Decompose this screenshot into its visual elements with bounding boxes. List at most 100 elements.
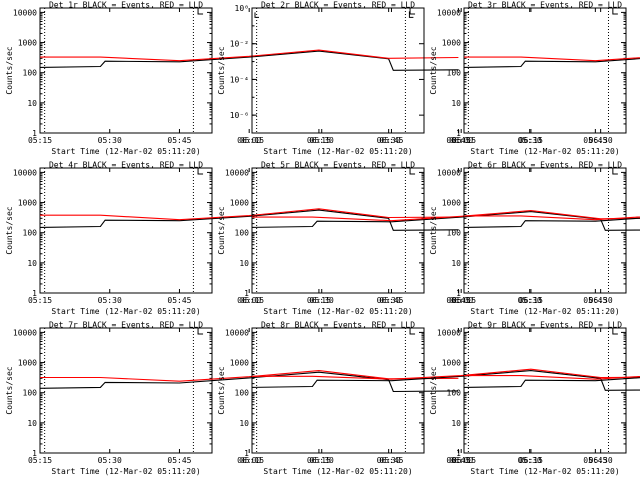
plot-frame	[39, 167, 213, 294]
x-axis-label: Start Time (12-Mar-02 05:11:20)	[51, 467, 200, 476]
panel-title: Det 5r BLACK = Events, RED = LLD	[261, 161, 415, 170]
x-tick-label: 05:45	[583, 456, 607, 465]
y-tick-label: 100	[447, 69, 462, 78]
y-tick-label: 10	[239, 419, 249, 428]
y-axis-label: Counts/sec	[217, 366, 226, 414]
x-tick-label: 06:00	[237, 296, 261, 305]
x-tick-label: 06:15	[519, 136, 543, 145]
y-tick-label: 10	[27, 259, 37, 268]
x-tick-label: 05:30	[98, 296, 122, 305]
x-tick-label: 05:30	[310, 456, 334, 465]
series-events-line	[251, 211, 640, 231]
x-tick-label: 06:30	[589, 296, 613, 305]
y-axis-label: Counts/sec	[217, 206, 226, 254]
y-axis-label: Counts/sec	[5, 46, 14, 94]
x-tick-label: 05:15	[28, 296, 52, 305]
series-events-line	[463, 217, 640, 228]
x-axis-label: Start Time (12-Mar-02 05:11:20)	[51, 307, 200, 316]
series-lld-line	[40, 49, 459, 62]
x-tick-label: 06:45	[446, 456, 470, 465]
plot-frame	[39, 7, 213, 134]
x-axis-label: Start Time (12-Mar-02 05:11:20)	[51, 147, 200, 156]
x-tick-label: 06:15	[307, 456, 331, 465]
y-axis-label: Counts/sec	[429, 366, 438, 414]
x-tick-label: 06:30	[377, 136, 401, 145]
y-tick-label: 1000	[18, 359, 37, 368]
y-tick-label: 10000	[437, 168, 461, 177]
y-tick-label: 10	[239, 259, 249, 268]
series-lld-line	[464, 56, 640, 62]
series-events-line	[39, 209, 459, 231]
y-tick-label: 10	[451, 419, 461, 428]
x-tick-label: 05:30	[518, 456, 542, 465]
x-tick-label: 06:45	[446, 136, 470, 145]
x-axis-label: Start Time (12-Mar-02 05:11:20)	[263, 467, 412, 476]
y-tick-label: 10000	[13, 8, 37, 17]
series-events-line	[463, 58, 640, 68]
panel-det-2r: Det 2r BLACK = Events, RED = LLD Start T…	[217, 1, 613, 157]
x-tick-label: 05:15	[452, 136, 476, 145]
y-tick-label: 1	[244, 289, 249, 298]
top-bracket-marker	[612, 168, 618, 175]
y-tick-label: 10000	[225, 168, 249, 177]
y-tick-label: 10	[27, 419, 37, 428]
x-tick-label: 05:30	[518, 296, 542, 305]
residual-fragment	[408, 11, 414, 18]
x-axis-label: Start Time (12-Mar-02 05:11:20)	[263, 147, 412, 156]
y-tick-label: 1	[456, 129, 461, 138]
x-tick-label: 05:45	[583, 136, 607, 145]
panel-title: Det 2r BLACK = Events, RED = LLD	[261, 1, 415, 10]
x-axis-label: Start Time (12-Mar-02 05:11:20)	[470, 467, 619, 476]
plot-frame	[251, 327, 425, 454]
series-lld-line	[464, 215, 640, 221]
series-lld-line	[252, 210, 640, 222]
x-tick-label: 06:15	[307, 296, 331, 305]
series-lld-line	[252, 368, 640, 380]
y-tick-label: 1	[32, 449, 37, 458]
x-tick-label: 06:00	[449, 456, 473, 465]
y-tick-label: 1000	[442, 359, 461, 368]
x-tick-label: 05:15	[28, 456, 52, 465]
x-tick-label: 05:45	[379, 136, 403, 145]
panel-title: Det 3r BLACK = Events, RED = LLD	[468, 1, 622, 10]
x-tick-label: 05:15	[452, 456, 476, 465]
y-axis-label: Counts/sec	[217, 46, 226, 94]
x-tick-label: 05:45	[583, 296, 607, 305]
top-bracket-marker	[409, 328, 416, 335]
y-tick-label: 100	[235, 229, 250, 238]
y-tick-label: 10	[27, 99, 37, 108]
y-tick-label: 1000	[18, 199, 37, 208]
x-tick-label: 06:30	[589, 136, 613, 145]
y-axis-label: Counts/sec	[429, 46, 438, 94]
y-tick-label: 1	[456, 289, 461, 298]
y-tick-label: 1000	[18, 39, 37, 48]
top-bracket-marker	[409, 168, 416, 175]
panel-det-5r: Det 5r BLACK = Events, RED = LLD Start T…	[217, 161, 640, 316]
panel-det-9r: Det 9r BLACK = Events, RED = LLD Start T…	[429, 321, 640, 476]
y-tick-label: 1	[456, 449, 461, 458]
series-lld-line	[464, 375, 640, 380]
y-tick-label: 10000	[437, 8, 461, 17]
y-tick-label: 100	[23, 229, 38, 238]
series-events-line	[39, 50, 459, 71]
x-tick-label: 05:45	[379, 296, 403, 305]
x-tick-label: 05:15	[28, 136, 52, 145]
y-tick-label: 1000	[442, 39, 461, 48]
y-axis-label: Counts/sec	[5, 206, 14, 254]
y-tick-label: 10⁻²	[230, 40, 249, 49]
x-tick-label: 05:45	[167, 296, 191, 305]
y-tick-label: 1	[32, 129, 37, 138]
y-axis-label: Counts/sec	[429, 206, 438, 254]
x-tick-label: 05:15	[240, 456, 264, 465]
panel-title: Det 8r BLACK = Events, RED = LLD	[261, 321, 415, 330]
x-tick-label: 05:45	[379, 456, 403, 465]
y-tick-label: 10000	[225, 328, 249, 337]
series-events-line	[251, 370, 640, 391]
series-lld-line	[40, 370, 459, 382]
y-tick-label: 1000	[230, 359, 249, 368]
plot-frame	[463, 7, 627, 134]
x-tick-label: 06:00	[449, 296, 473, 305]
y-tick-label: 100	[447, 389, 462, 398]
x-tick-label: 05:30	[310, 296, 334, 305]
series-lld-line	[40, 208, 459, 221]
